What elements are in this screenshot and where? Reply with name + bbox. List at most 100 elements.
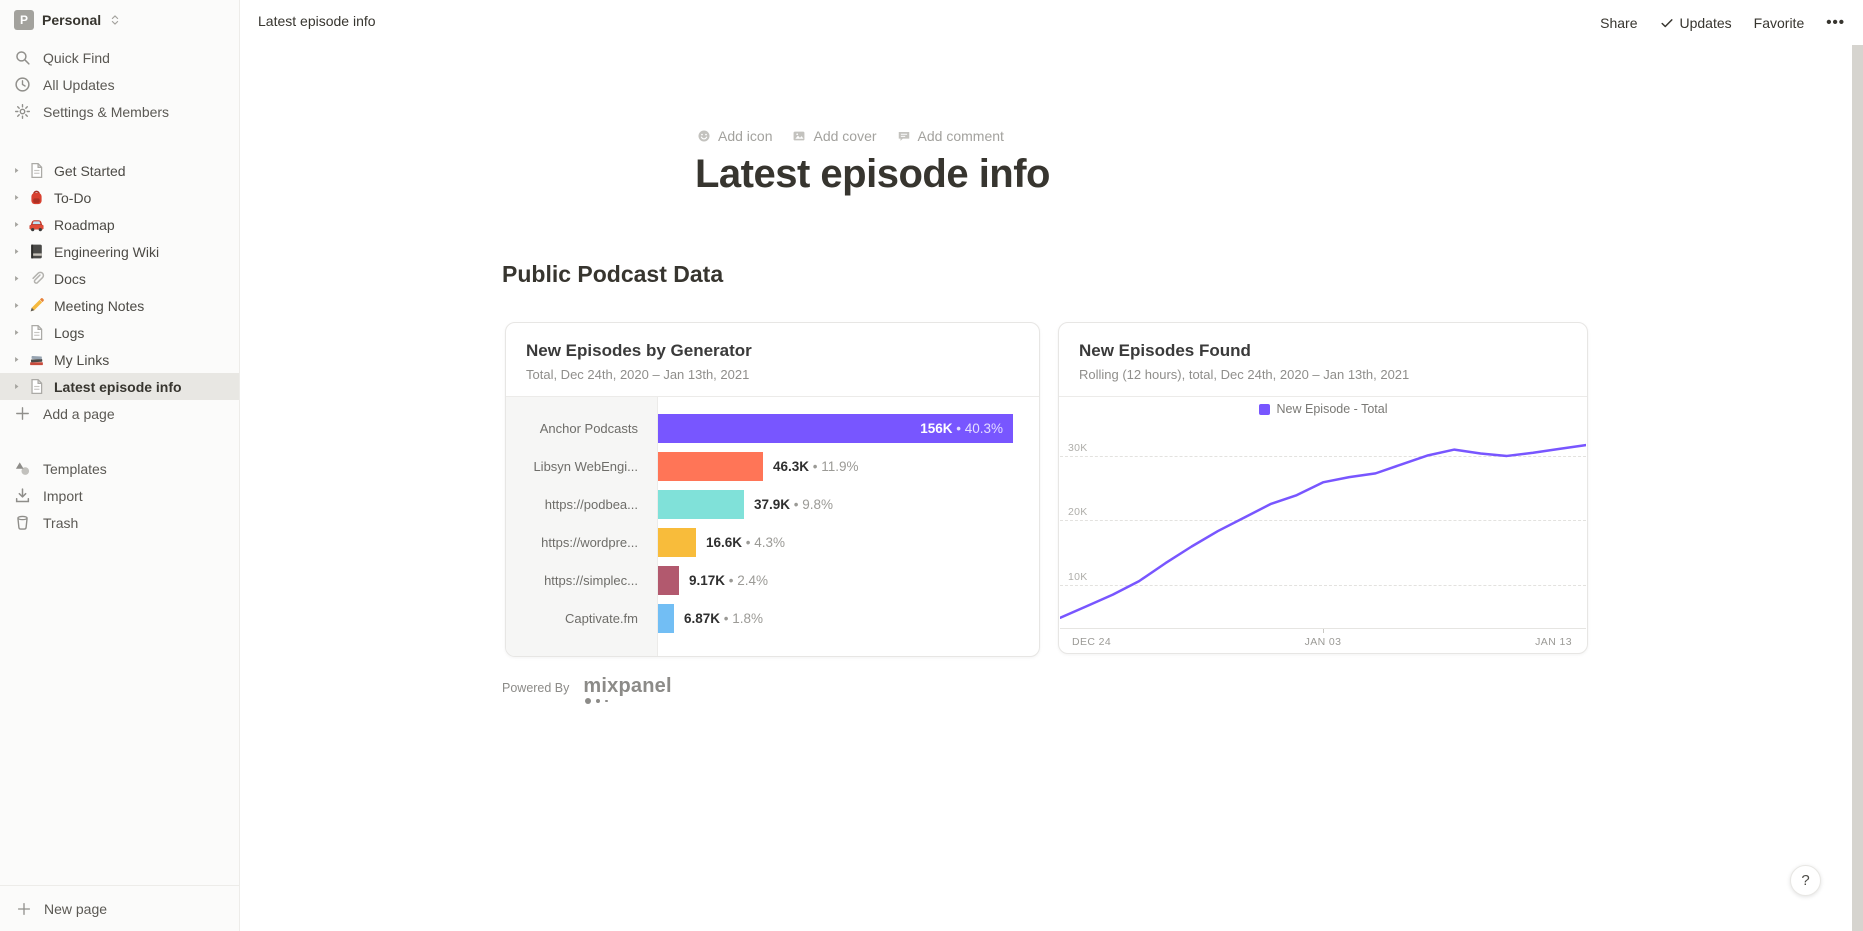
bar[interactable]: [658, 566, 679, 595]
add-a-page-label: Add a page: [43, 405, 115, 422]
add-icon-button[interactable]: Add icon: [697, 128, 772, 144]
bar-track: 16.6K • 4.3%: [658, 528, 1025, 557]
sidebar-page-latest-episode-info[interactable]: Latest episode info: [0, 373, 239, 400]
image-icon: [792, 129, 806, 143]
more-menu-button[interactable]: •••: [1826, 14, 1845, 31]
expand-arrow-icon[interactable]: [12, 382, 21, 391]
breadcrumb[interactable]: Latest episode info: [258, 13, 376, 29]
help-button[interactable]: ?: [1790, 865, 1821, 896]
sidebar-page-to-do[interactable]: To-Do: [0, 184, 239, 211]
sidebar-page-roadmap[interactable]: Roadmap: [0, 211, 239, 238]
bar[interactable]: [658, 414, 1013, 443]
topbar: Latest episode info Share Updates Favori…: [240, 0, 1863, 45]
x-axis-tick-label: JAN 13: [1535, 636, 1572, 648]
line-series-svg: [1060, 443, 1586, 619]
gridline: [1060, 585, 1586, 586]
search-icon: [14, 49, 31, 66]
sidebar-item-all-updates[interactable]: All Updates: [0, 71, 239, 98]
bar-row: https://wordpre... 16.6K • 4.3%: [506, 528, 1039, 557]
sidebar-item-label: Quick Find: [43, 49, 110, 66]
favorite-button[interactable]: Favorite: [1754, 15, 1805, 31]
sidebar-item-label: All Updates: [43, 76, 115, 93]
add-a-page-button[interactable]: Add a page: [0, 400, 239, 427]
sidebar-item-label: Import: [43, 487, 83, 504]
car-icon: [28, 216, 45, 233]
expand-arrow-icon[interactable]: [12, 220, 21, 229]
clock-icon: [14, 76, 31, 93]
pencil-icon: [28, 297, 45, 314]
bar[interactable]: [658, 490, 744, 519]
sidebar-page-logs[interactable]: Logs: [0, 319, 239, 346]
add-cover-button[interactable]: Add cover: [792, 128, 877, 144]
powered-by: Powered By mixpanel: [502, 676, 672, 704]
templates-icon: [14, 460, 31, 477]
bar-row: Anchor Podcasts 156K • 40.3%: [506, 414, 1039, 443]
share-button[interactable]: Share: [1600, 15, 1637, 31]
expand-arrow-icon[interactable]: [12, 193, 21, 202]
expand-arrow-icon[interactable]: [12, 328, 21, 337]
sidebar-page-docs[interactable]: Docs: [0, 265, 239, 292]
control-label: Add comment: [917, 128, 1004, 144]
legend-swatch: [1258, 403, 1270, 415]
bar-track: 9.17K • 2.4%: [658, 566, 1025, 595]
sidebar-system-items: Quick Find All Updates Settings & Members: [0, 44, 239, 125]
sidebar-page-engineering-wiki[interactable]: Engineering Wiki: [0, 238, 239, 265]
new-page-button[interactable]: New page: [0, 885, 239, 931]
line-chart-x-axis: DEC 24 JAN 03 JAN 13: [1060, 629, 1586, 653]
card-divider: [506, 396, 1039, 397]
sidebar-item-templates[interactable]: Templates: [0, 455, 239, 482]
expand-arrow-icon[interactable]: [12, 247, 21, 256]
line-series[interactable]: [1060, 443, 1586, 619]
y-axis-tick-label: 10K: [1068, 571, 1088, 583]
workspace-switcher[interactable]: P Personal: [0, 0, 239, 38]
import-icon: [14, 487, 31, 504]
mixpanel-logo[interactable]: mixpanel: [583, 676, 672, 704]
share-label: Share: [1600, 14, 1638, 31]
line-chart-plot[interactable]: 10K 20K 30K: [1060, 426, 1586, 629]
card-divider: [1059, 396, 1587, 397]
gear-icon: [14, 103, 31, 120]
check-icon: [1660, 16, 1674, 30]
expand-arrow-icon[interactable]: [12, 166, 21, 175]
bar[interactable]: [658, 604, 674, 633]
vertical-scrollbar[interactable]: [1852, 45, 1863, 931]
page-title[interactable]: Latest episode info: [695, 152, 1051, 196]
bar[interactable]: [658, 528, 696, 557]
line-chart-legend: New Episode - Total: [1059, 402, 1587, 416]
sidebar-item-import[interactable]: Import: [0, 482, 239, 509]
sidebar-page-meeting-notes[interactable]: Meeting Notes: [0, 292, 239, 319]
expand-arrow-icon[interactable]: [12, 355, 21, 364]
sidebar-item-trash[interactable]: Trash: [0, 509, 239, 536]
bar-category-label: Libsyn WebEngi...: [533, 459, 638, 474]
bar-track: 156K • 40.3%: [658, 414, 1025, 443]
bar-value-label: 37.9K • 9.8%: [754, 497, 834, 512]
mixpanel-dots-icon: [585, 698, 608, 704]
new-page-label: New page: [44, 900, 108, 917]
bar-chart-subtitle: Total, Dec 24th, 2020 – Jan 13th, 2021: [526, 367, 750, 382]
line-chart-title: New Episodes Found: [1079, 341, 1251, 360]
sidebar-page-label: Engineering Wiki: [54, 243, 160, 260]
sidebar-item-label: Trash: [43, 514, 79, 531]
bar-value-label: 9.17K • 2.4%: [689, 573, 769, 588]
sidebar-bottom-items: Templates Import Trash: [0, 455, 239, 536]
powered-by-label: Powered By: [502, 681, 570, 695]
expand-arrow-icon[interactable]: [12, 274, 21, 283]
legend-label[interactable]: New Episode - Total: [1276, 402, 1388, 416]
bar-value-label: 156K • 40.3%: [920, 421, 1003, 436]
sidebar-item-settings-members[interactable]: Settings & Members: [0, 98, 239, 125]
smiley-icon: [697, 129, 711, 143]
page-icon: [28, 378, 45, 395]
sidebar-page-label: My Links: [54, 351, 110, 368]
section-heading: Public Podcast Data: [502, 261, 724, 287]
sidebar-item-quick-find[interactable]: Quick Find: [0, 44, 239, 71]
sidebar-page-my-links[interactable]: My Links: [0, 346, 239, 373]
bar-row: https://simplec... 9.17K • 2.4%: [506, 566, 1039, 595]
bar[interactable]: [658, 452, 763, 481]
plus-icon: [16, 901, 32, 917]
add-comment-button[interactable]: Add comment: [897, 128, 1004, 144]
updates-button[interactable]: Updates: [1660, 15, 1732, 31]
paperclip-icon: [28, 270, 45, 287]
sidebar-page-get-started[interactable]: Get Started: [0, 157, 239, 184]
expand-arrow-icon[interactable]: [12, 301, 21, 310]
